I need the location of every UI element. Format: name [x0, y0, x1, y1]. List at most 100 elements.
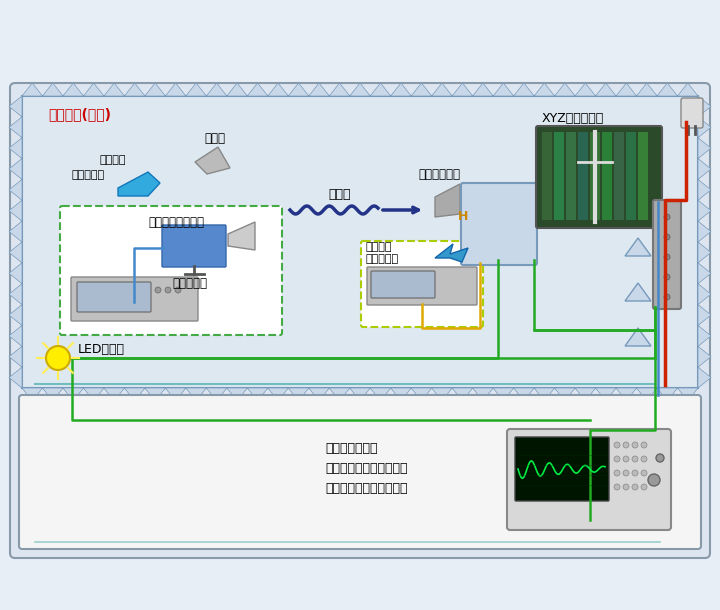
Circle shape	[664, 234, 670, 240]
Polygon shape	[595, 388, 616, 401]
FancyBboxPatch shape	[60, 206, 282, 335]
Polygon shape	[9, 242, 22, 263]
Polygon shape	[207, 83, 227, 96]
Bar	[554, 132, 564, 220]
Polygon shape	[616, 83, 636, 96]
Polygon shape	[698, 221, 711, 242]
Polygon shape	[554, 83, 575, 96]
Polygon shape	[698, 367, 711, 388]
Polygon shape	[657, 388, 678, 401]
Polygon shape	[166, 388, 186, 401]
Polygon shape	[84, 83, 104, 96]
Circle shape	[175, 287, 181, 293]
Polygon shape	[534, 83, 554, 96]
Circle shape	[614, 484, 620, 490]
Circle shape	[614, 456, 620, 462]
Text: オシロスコープ
スペクトルムアナライザ
シグナルアナライザなど: オシロスコープ スペクトルムアナライザ シグナルアナライザなど	[325, 442, 408, 495]
Polygon shape	[625, 238, 651, 256]
Bar	[614, 132, 624, 220]
Polygon shape	[9, 367, 22, 388]
Polygon shape	[125, 388, 145, 401]
Polygon shape	[268, 83, 288, 96]
Polygon shape	[472, 83, 493, 96]
Polygon shape	[207, 388, 227, 401]
Polygon shape	[186, 388, 207, 401]
Circle shape	[165, 287, 171, 293]
Circle shape	[664, 254, 670, 260]
Polygon shape	[309, 83, 329, 96]
Text: H: H	[458, 210, 469, 223]
FancyBboxPatch shape	[653, 200, 681, 309]
Polygon shape	[595, 83, 616, 96]
Text: LEDライト: LEDライト	[78, 343, 125, 356]
Polygon shape	[9, 200, 22, 221]
Circle shape	[664, 214, 670, 220]
Polygon shape	[698, 325, 711, 346]
Circle shape	[664, 274, 670, 280]
FancyBboxPatch shape	[371, 271, 435, 298]
Polygon shape	[472, 388, 493, 401]
Bar	[638, 132, 648, 220]
Polygon shape	[435, 184, 460, 217]
Polygon shape	[228, 222, 255, 250]
Circle shape	[656, 454, 664, 462]
FancyBboxPatch shape	[162, 225, 226, 267]
Text: 供試体: 供試体	[204, 132, 225, 145]
Circle shape	[623, 470, 629, 476]
Polygon shape	[248, 83, 268, 96]
Polygon shape	[22, 388, 42, 401]
Polygon shape	[513, 83, 534, 96]
Circle shape	[623, 442, 629, 448]
Polygon shape	[350, 388, 370, 401]
Polygon shape	[309, 388, 329, 401]
Polygon shape	[145, 83, 166, 96]
FancyBboxPatch shape	[361, 241, 483, 327]
Polygon shape	[452, 83, 472, 96]
Circle shape	[648, 474, 660, 486]
FancyBboxPatch shape	[71, 277, 198, 321]
Circle shape	[155, 287, 161, 293]
Text: XYZスキャナー: XYZスキャナー	[542, 112, 604, 125]
Polygon shape	[370, 83, 391, 96]
Polygon shape	[9, 284, 22, 304]
Polygon shape	[391, 388, 411, 401]
FancyBboxPatch shape	[507, 429, 671, 530]
Polygon shape	[698, 284, 711, 304]
Polygon shape	[698, 138, 711, 159]
Polygon shape	[678, 83, 698, 96]
Polygon shape	[391, 83, 411, 96]
Polygon shape	[636, 83, 657, 96]
Polygon shape	[575, 83, 595, 96]
Polygon shape	[63, 388, 84, 401]
Bar	[22, 96, 698, 388]
Polygon shape	[145, 388, 166, 401]
FancyBboxPatch shape	[367, 267, 477, 305]
Circle shape	[641, 442, 647, 448]
FancyBboxPatch shape	[10, 83, 710, 558]
Polygon shape	[125, 83, 145, 96]
Polygon shape	[411, 83, 432, 96]
Circle shape	[641, 470, 647, 476]
Circle shape	[664, 294, 670, 300]
FancyBboxPatch shape	[536, 126, 662, 228]
Polygon shape	[370, 388, 391, 401]
FancyBboxPatch shape	[461, 183, 537, 265]
Polygon shape	[636, 388, 657, 401]
Text: オプション: オプション	[72, 170, 105, 180]
Circle shape	[632, 442, 638, 448]
Text: 内蔵可能
信号発生器: 内蔵可能 信号発生器	[366, 242, 399, 264]
Polygon shape	[625, 328, 651, 346]
Polygon shape	[435, 244, 468, 262]
Polygon shape	[625, 283, 651, 301]
Polygon shape	[698, 96, 711, 117]
Polygon shape	[84, 388, 104, 401]
Bar	[626, 132, 636, 220]
Polygon shape	[698, 263, 711, 284]
Polygon shape	[9, 325, 22, 346]
Polygon shape	[432, 83, 452, 96]
Polygon shape	[9, 304, 22, 325]
Polygon shape	[678, 388, 698, 401]
Circle shape	[623, 456, 629, 462]
Polygon shape	[432, 388, 452, 401]
Polygon shape	[227, 83, 248, 96]
